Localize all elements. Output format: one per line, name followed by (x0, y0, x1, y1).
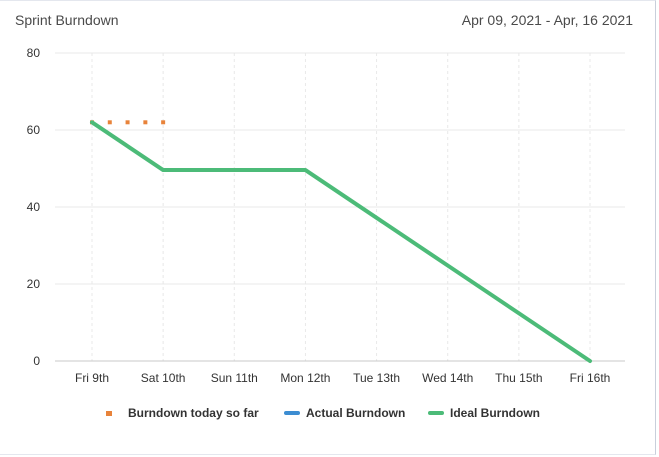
x-tick-label: Fri 9th (75, 371, 109, 385)
today-burndown-point (161, 120, 166, 125)
legend-swatch-actual (284, 411, 300, 415)
today-burndown-point (143, 120, 148, 125)
legend-swatch-ideal (428, 411, 444, 415)
burndown-chart: 0 20 40 60 80 Fri 9th Sat 10th Sun 11th Mon 12th… (27, 46, 625, 385)
legend-label-today: Burndown today so far (128, 406, 259, 420)
legend-item-actual[interactable]: Actual Burndown (284, 403, 405, 423)
x-tick-label: Fri 16th (570, 371, 611, 385)
chart-legend: Burndown today so far Actual Burndown Id… (0, 403, 656, 423)
x-tick-label: Sat 10th (141, 371, 186, 385)
today-burndown-point (107, 120, 112, 125)
x-tick-label: Tue 13th (353, 371, 400, 385)
ideal-burndown-line (90, 120, 592, 363)
y-tick-label: 60 (27, 123, 41, 137)
y-tick-label: 0 (33, 354, 40, 368)
legend-swatch-today (106, 410, 112, 416)
y-tick-label: 40 (27, 200, 41, 214)
chart-title: Sprint Burndown (15, 12, 119, 28)
today-burndown-point (125, 120, 130, 125)
y-tick-label: 20 (27, 277, 41, 291)
legend-label-ideal: Ideal Burndown (450, 406, 540, 420)
x-tick-label: Thu 15th (495, 371, 542, 385)
y-tick-label: 80 (27, 46, 41, 60)
x-tick-label: Sun 11th (211, 371, 258, 385)
date-range: Apr 09, 2021 - Apr, 16 2021 (461, 12, 633, 28)
legend-item-today[interactable]: Burndown today so far (104, 403, 259, 423)
legend-item-ideal[interactable]: Ideal Burndown (428, 403, 540, 423)
x-tick-label: Wed 14th (422, 371, 473, 385)
x-tick-label: Mon 12th (280, 371, 330, 385)
legend-label-actual: Actual Burndown (306, 406, 406, 420)
